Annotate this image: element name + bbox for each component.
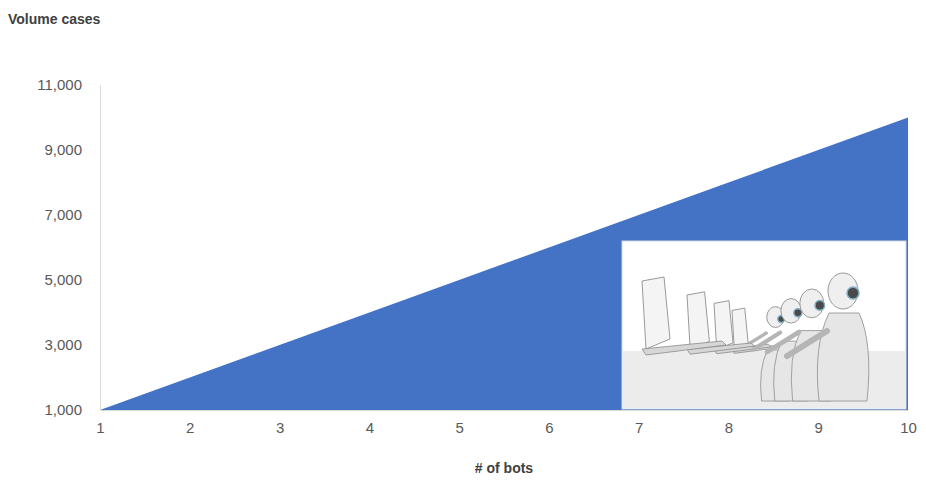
x-tick: 8 — [725, 410, 733, 436]
y-tick-label: 3,000 — [44, 336, 82, 353]
illustration-robot-body — [817, 313, 868, 401]
y-axis-title: Volume cases — [8, 11, 101, 27]
x-tick: 7 — [635, 410, 643, 436]
y-tick-label: 11,000 — [37, 76, 82, 93]
illustration-laptop — [687, 292, 709, 350]
illustration-robot-head — [781, 299, 801, 323]
x-tick: 4 — [366, 410, 374, 436]
x-axis-title: # of bots — [475, 460, 534, 476]
x-axis-line — [101, 410, 909, 411]
y-tick: 1,000 — [44, 401, 100, 418]
y-tick: 9,000 — [44, 141, 100, 158]
marks — [100, 118, 908, 411]
y-tick-label: 1,000 — [44, 401, 82, 418]
y-tick-label: 9,000 — [44, 141, 82, 158]
illustration-robot-headset — [815, 301, 825, 311]
y-tick-label: 7,000 — [44, 206, 82, 223]
illustration-robot-arm — [787, 331, 827, 356]
x-tick: 6 — [545, 410, 553, 436]
x-tick-label: 2 — [186, 419, 194, 436]
x-tick: 3 — [276, 410, 284, 436]
x-tick: 2 — [186, 410, 194, 436]
x-tick-label: 5 — [455, 419, 463, 436]
x-tick: 5 — [455, 410, 463, 436]
chart: 1 2 3 4 5 6 7 8 9 10 1,000 3,000 5,000 7,000 9,000 11,0… — [0, 0, 926, 489]
illustration-robot-head — [828, 273, 858, 309]
plot: 1 2 3 4 5 6 7 8 9 10 1,000 3,000 5,000 7,000 9,000 11,0… — [37, 76, 917, 435]
x-tick-label: 10 — [900, 419, 917, 436]
area — [100, 118, 908, 411]
x-tick: 1 — [96, 410, 104, 436]
x-tick-label: 7 — [635, 419, 643, 436]
y-tick: 5,000 — [44, 271, 100, 288]
illustration-robot-headset — [847, 287, 859, 299]
y-tick: 7,000 — [44, 206, 100, 223]
x-tick-label: 3 — [276, 419, 284, 436]
y-tick-label: 5,000 — [44, 271, 82, 288]
illustration-keyboard — [642, 341, 726, 355]
x-tick: 9 — [815, 410, 823, 436]
illustration-laptop — [642, 277, 670, 349]
x-tick-label: 8 — [725, 419, 733, 436]
x-tick-label: 1 — [96, 419, 104, 436]
x-tick-label: 9 — [815, 419, 823, 436]
illustration — [622, 241, 906, 409]
illustration-frame — [622, 241, 906, 409]
x-tick: 10 — [900, 410, 917, 436]
y-tick: 11,000 — [37, 76, 100, 93]
illustration-robot-head — [800, 289, 824, 318]
x-axis: 1 2 3 4 5 6 7 8 9 10 — [96, 410, 917, 436]
x-tick-label: 4 — [366, 419, 374, 436]
y-tick: 3,000 — [44, 336, 100, 353]
y-axis: 1,000 3,000 5,000 7,000 9,000 11,000 — [37, 76, 100, 418]
x-tick-label: 6 — [545, 419, 553, 436]
y-axis-line — [100, 86, 101, 411]
